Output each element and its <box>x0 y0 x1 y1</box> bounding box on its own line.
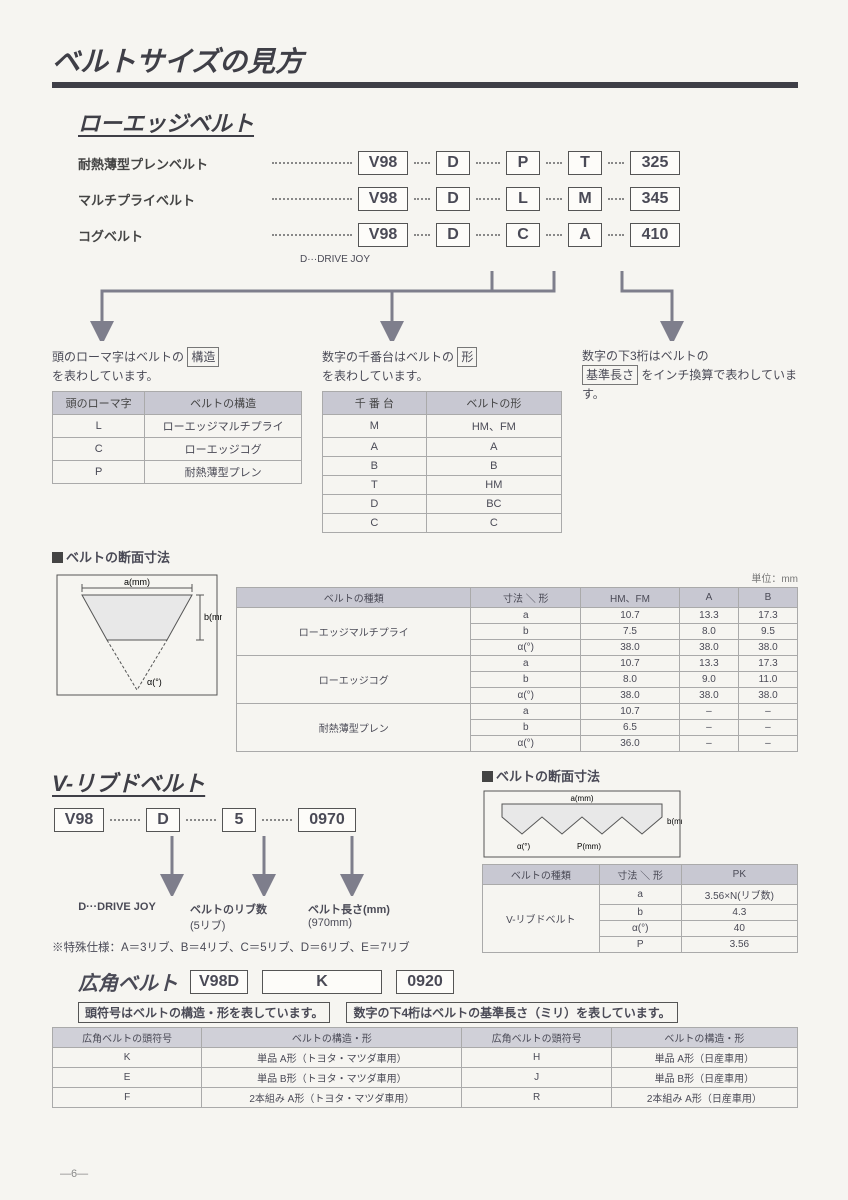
svg-text:b(mm): b(mm) <box>667 817 682 826</box>
code-box: 325 <box>630 151 680 175</box>
koukaku-row: 広角ベルト V98D K 0920 <box>78 967 798 996</box>
explain-col1-text: 頭のローマ字はベルトの 構造を表わしています。 <box>52 347 302 385</box>
code-box: 345 <box>630 187 680 211</box>
koukaku-table: 広角ベルトの頭符号ベルトの構造・形広角ベルトの頭符号ベルトの構造・形K単品 A形… <box>52 1027 798 1108</box>
code-box: D <box>436 187 470 211</box>
svg-text:α(°): α(°) <box>517 842 530 851</box>
code-box: T <box>568 151 602 175</box>
spec-table: ベルトの種類寸法 ＼ 形HM、FMABローエッジマルチプライa10.713.31… <box>236 587 798 752</box>
lowedge-arrows <box>52 271 798 341</box>
page-title: ベルトサイズの見方 <box>52 40 798 88</box>
svg-text:a(mm): a(mm) <box>124 577 150 587</box>
cross-section-title: ベルトの断面寸法 <box>52 547 798 566</box>
svg-text:b(mm): b(mm) <box>204 612 222 622</box>
svg-text:P(mm): P(mm) <box>577 842 601 851</box>
explain-col2-text: 数字の千番台はベルトの 形を表わしています。 <box>322 347 562 385</box>
code-row: コグベルト V98 D C A 410 <box>78 220 798 250</box>
drivejoy-note: D···DRIVE JOY <box>300 254 798 265</box>
explain-col3: 数字の下3桁はベルトの基準長さ をインチ換算で表わしています。 <box>582 347 798 533</box>
code-row: 耐熱薄型プレンベルト V98 D P T 325 <box>78 148 798 178</box>
vribbed-arrows <box>52 836 422 896</box>
lowedge-code-rows: 耐熱薄型プレンベルト V98 D P T 325 マルチプライベルト V98 D … <box>78 148 798 250</box>
code-box: P <box>506 151 540 175</box>
code-box: C <box>506 223 540 247</box>
explain-col3-text: 数字の下3桁はベルトの基準長さ をインチ換算で表わしています。 <box>582 347 798 403</box>
koukaku-code-1: K <box>262 970 382 994</box>
vbelt-diagram: a(mm) b(mm) α(°) <box>52 570 222 700</box>
code-box: 0970 <box>298 808 356 832</box>
special-note: ※特殊仕様：A＝3リブ、B＝4リブ、C＝5リブ、D＝6リブ、E＝7リブ <box>52 939 432 955</box>
struct-table: 頭のローマ字ベルトの構造LローエッジマルチプライCローエッジコグP耐熱薄型プレン <box>52 391 302 484</box>
lowedge-heading: ローエッジベルト <box>78 106 798 138</box>
koukaku-note-right: 数字の下4桁はベルトの基準長さ（ミリ）を表しています。 <box>346 1002 677 1023</box>
shape-table: 千 番 台ベルトの形MHM、FMAABBTHMDBCCC <box>322 391 562 533</box>
code-box: V98 <box>358 187 408 211</box>
vribbed-arrow-labels: D···DRIVE JOY ベルトのリブ数(5リブ) ベルト長さ(mm)(970… <box>52 901 432 933</box>
koukaku-notes: 頭符号はベルトの構造・形を表しています。 数字の下4桁はベルトの基準長さ（ミリ）… <box>78 1002 798 1023</box>
vribbed-codes: V98 D 5 0970 <box>52 808 432 832</box>
row-label: コグベルト <box>78 226 268 245</box>
svg-text:α(°): α(°) <box>147 677 162 687</box>
unit-note: 単位：mm <box>236 570 798 585</box>
koukaku-code-0: V98D <box>190 970 248 994</box>
row-label: マルチプライベルト <box>78 190 268 209</box>
page-number: —6— <box>60 1168 88 1180</box>
cross-section-wrap: a(mm) b(mm) α(°) 単位：mm ベルトの種類寸法 ＼ 形HM、FM… <box>52 570 798 752</box>
code-box: D <box>146 808 180 832</box>
row-label: 耐熱薄型プレンベルト <box>78 154 268 173</box>
code-box: L <box>506 187 540 211</box>
code-box: V98 <box>358 151 408 175</box>
code-box: 5 <box>222 808 256 832</box>
lowedge-explain-row: 頭のローマ字はベルトの 構造を表わしています。 頭のローマ字ベルトの構造Lローエ… <box>52 347 798 533</box>
code-box: D <box>436 223 470 247</box>
code-box: D <box>436 151 470 175</box>
explain-col1: 頭のローマ字はベルトの 構造を表わしています。 頭のローマ字ベルトの構造Lローエ… <box>52 347 302 533</box>
vribbed-side-title: ベルトの断面寸法 <box>482 766 798 785</box>
code-box: A <box>568 223 602 247</box>
koukaku-heading: 広角ベルト <box>78 967 178 996</box>
vribbed-heading: V-リブドベルト <box>52 766 432 798</box>
explain-col2: 数字の千番台はベルトの 形を表わしています。 千 番 台ベルトの形MHM、FMA… <box>322 347 562 533</box>
code-box: V98 <box>358 223 408 247</box>
ribbed-diagram: a(mm) b(mm) α(°) P(mm) <box>482 789 682 859</box>
code-box: 410 <box>630 223 680 247</box>
svg-text:a(mm): a(mm) <box>570 794 593 803</box>
koukaku-note-left: 頭符号はベルトの構造・形を表しています。 <box>78 1002 330 1023</box>
koukaku-code-2: 0920 <box>396 970 454 994</box>
code-box: V98 <box>54 808 104 832</box>
code-box: M <box>568 187 602 211</box>
code-row: マルチプライベルト V98 D L M 345 <box>78 184 798 214</box>
vribbed-spec-table: ベルトの種類寸法 ＼ 形PKV-リブドベルトa3.56×N(リブ数)b4.3α(… <box>482 864 798 953</box>
